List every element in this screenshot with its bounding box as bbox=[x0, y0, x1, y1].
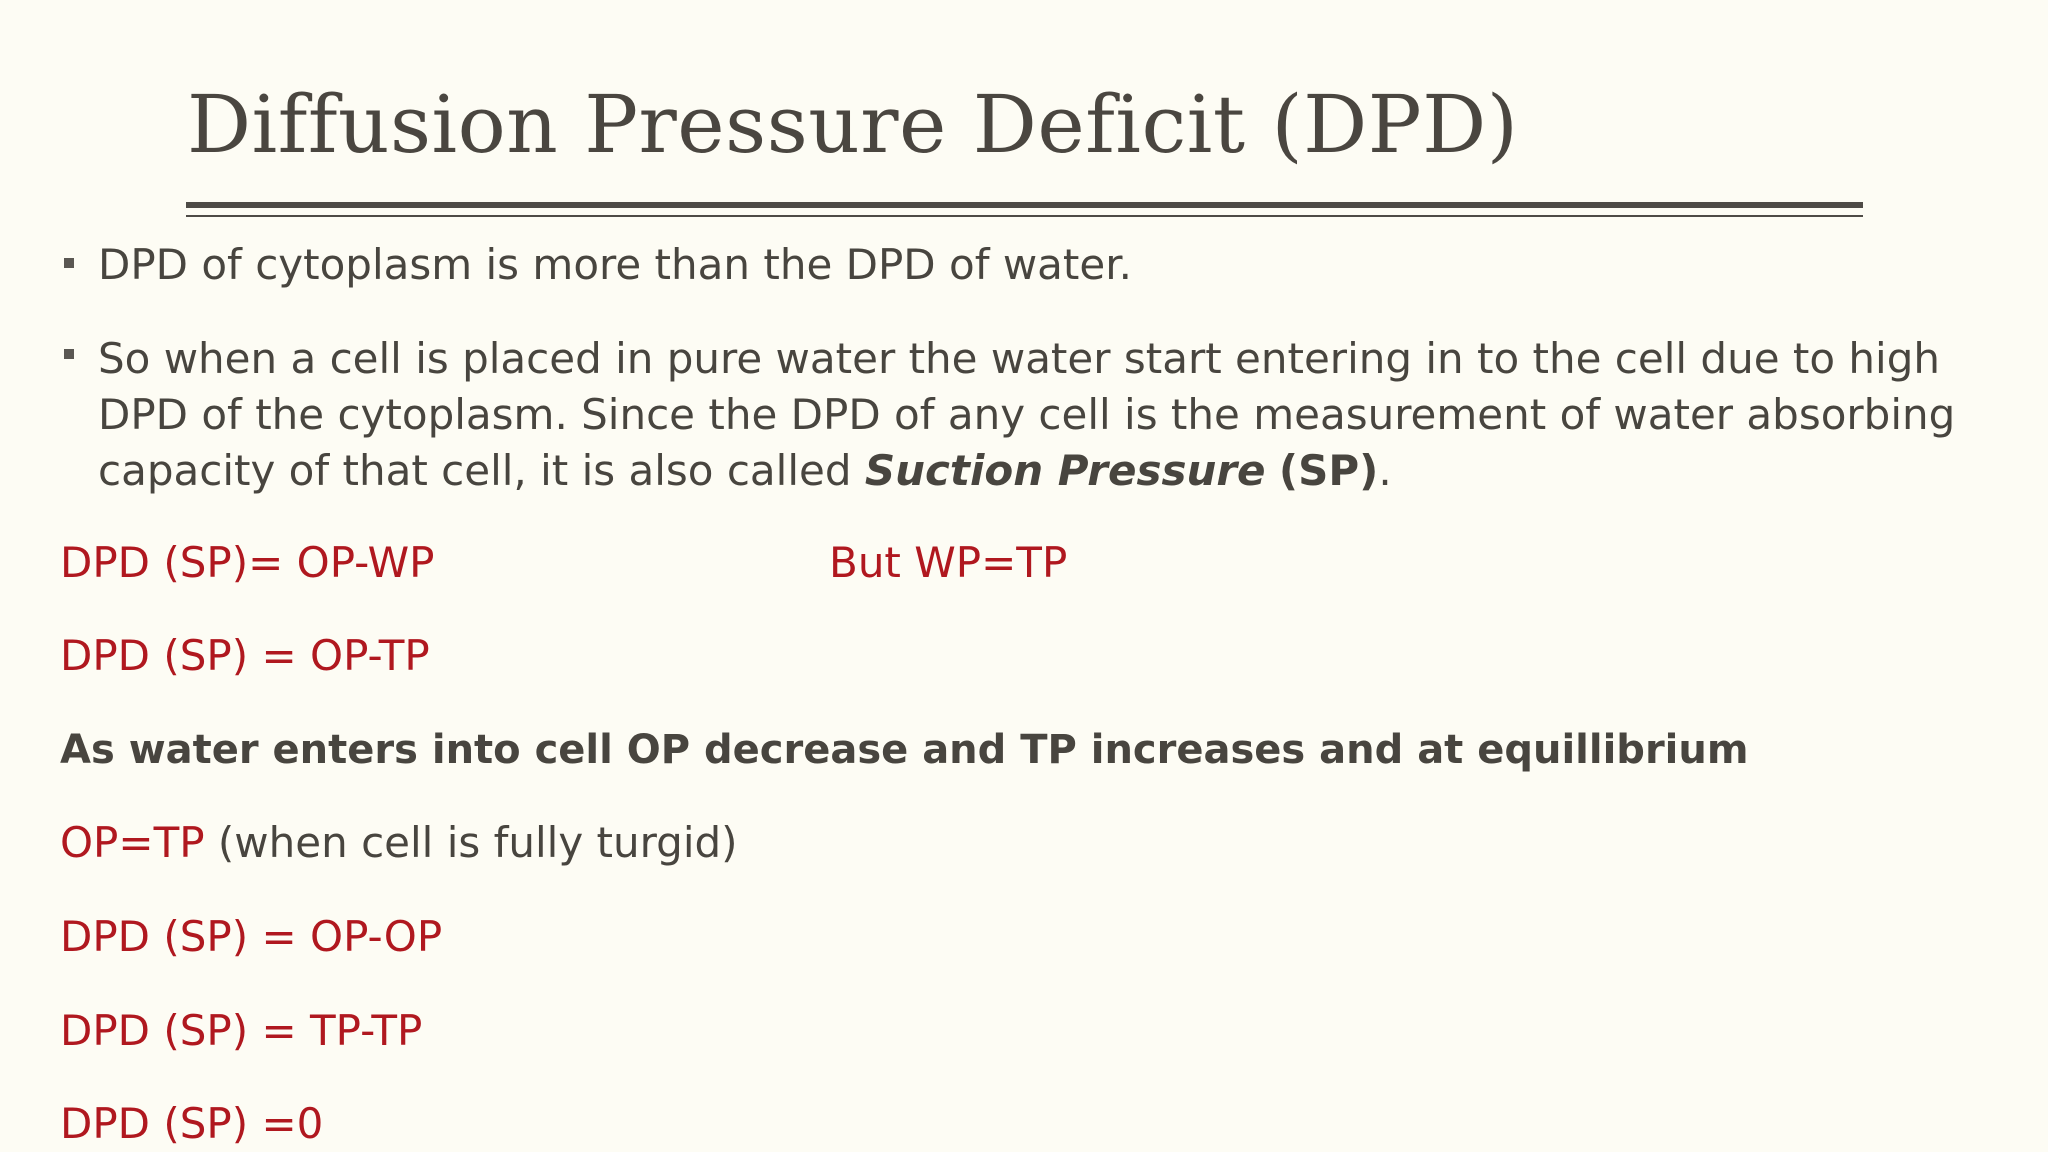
bullet-text-2: So when a cell is placed in pure water t… bbox=[98, 331, 1998, 499]
equation-dpd-zero: DPD (SP) =0 bbox=[60, 1099, 324, 1148]
equation-dpd-op-tp: DPD (SP) = OP-TP bbox=[60, 631, 430, 680]
bullet-marker-2 bbox=[64, 349, 74, 359]
bullet-2-line-3-space bbox=[1266, 446, 1279, 495]
title-underline-thick bbox=[186, 202, 1863, 208]
equation-note-wp-tp: But WP=TP bbox=[829, 538, 1068, 587]
slide-title: Diffusion Pressure Deficit (DPD) bbox=[187, 78, 1519, 171]
bullet-marker-1 bbox=[64, 258, 74, 268]
op-equals-tp: OP=TP bbox=[60, 818, 205, 867]
equation-dpd-tp-tp: DPD (SP) = TP-TP bbox=[60, 1006, 423, 1055]
bullet-2-line-3: capacity of that cell, it is also called… bbox=[98, 443, 1998, 499]
equation-dpd-op-op: DPD (SP) = OP-OP bbox=[60, 912, 443, 961]
equation-op-equals-tp: OP=TP (when cell is fully turgid) bbox=[60, 815, 738, 871]
fully-turgid-note: (when cell is fully turgid) bbox=[204, 818, 738, 867]
bullet-text-1: DPD of cytoplasm is more than the DPD of… bbox=[98, 240, 1132, 289]
equilibrium-statement: As water enters into cell OP decrease an… bbox=[60, 727, 1749, 773]
bullet-2-line-3-prefix: capacity of that cell, it is also called bbox=[98, 446, 865, 495]
suction-pressure-term: Suction Pressure bbox=[864, 446, 1266, 495]
bullet-2-line-1: So when a cell is placed in pure water t… bbox=[98, 334, 1940, 383]
bullet-2-line-2: DPD of the cytoplasm. Since the DPD of a… bbox=[98, 390, 1956, 439]
equation-dpd-op-wp: DPD (SP)= OP-WP bbox=[60, 538, 435, 587]
bullet-2-line-3-suffix: . bbox=[1378, 446, 1392, 495]
sp-abbreviation: (SP) bbox=[1278, 446, 1379, 495]
title-underline-thin bbox=[186, 215, 1863, 217]
